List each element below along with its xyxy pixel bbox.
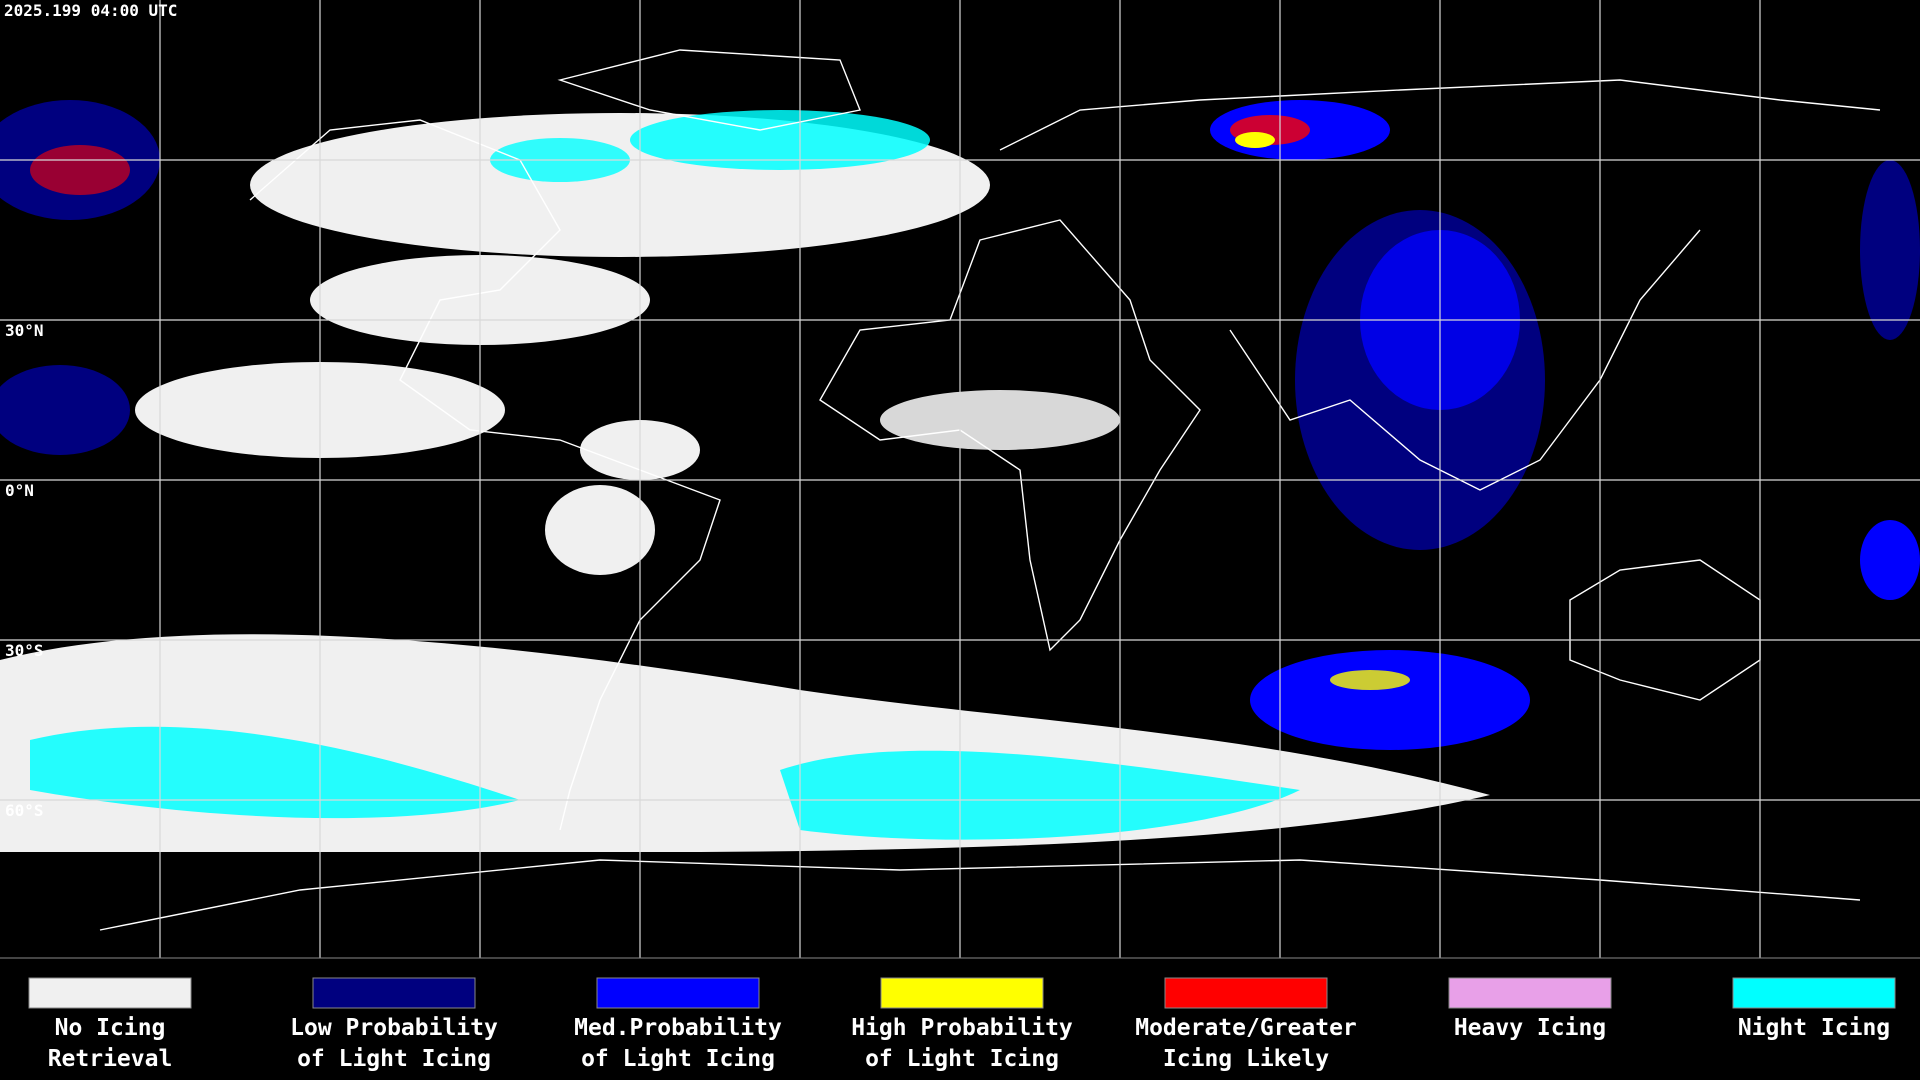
cloud-areas [0,100,1920,852]
low-probability-area [0,365,130,455]
med-probability-area [1250,650,1530,750]
high-probability-area [1235,132,1275,148]
legend-swatch [1732,977,1896,1009]
latitude-labels: 30°N 0°N 30°S 60°S [5,321,44,820]
legend-label: of Light Icing [581,1046,775,1072]
legend-swatch [28,977,192,1009]
night-icing-area [30,726,520,819]
legend-swatch [880,977,1044,1009]
coastline [819,219,1201,652]
legend-label: No Icing [55,1015,166,1041]
legend-label: Night Icing [1738,1015,1890,1041]
legend-label: Med.Probability [574,1015,782,1041]
cloud-area [545,485,655,575]
latitude-label: 30°S [5,641,44,660]
latitude-label: 0°N [5,481,34,500]
legend-label: Moderate/Greater [1135,1015,1357,1041]
legend-swatch [312,977,476,1009]
med-probability-area [1860,520,1920,600]
low-probability-area [1860,160,1920,340]
legend-label: Low Probability [290,1015,498,1041]
moderate-icing-area [30,145,130,195]
latitude-label: 30°N [5,321,44,340]
legend-label: Heavy Icing [1454,1015,1606,1041]
legend-label: of Light Icing [297,1046,491,1072]
timestamp: 2025.199 04:00 UTC [4,1,177,20]
legend-label: of Light Icing [865,1046,1059,1072]
coastline [557,49,861,131]
night-icing-area [630,110,930,170]
legend-swatch [596,977,760,1009]
cloud-area [880,390,1120,450]
legend: No Icing Retrieval Low Probability of Light… [28,977,1896,1072]
high-probability-area [1330,670,1410,690]
graticule [0,0,1920,958]
legend-swatch [1448,977,1612,1009]
latitude-label: 60°S [5,801,44,820]
legend-label: Icing Likely [1163,1046,1329,1072]
map: 30°N 0°N 30°S 60°S 2025.199 04:00 UTC [0,0,1920,958]
legend-label: Retrieval [48,1046,173,1072]
legend-label: High Probability [851,1015,1073,1041]
night-icing-area [780,750,1300,840]
coastline [249,119,721,831]
legend-swatch [1164,977,1328,1009]
coastline [999,79,1881,151]
coastline [1229,229,1701,491]
